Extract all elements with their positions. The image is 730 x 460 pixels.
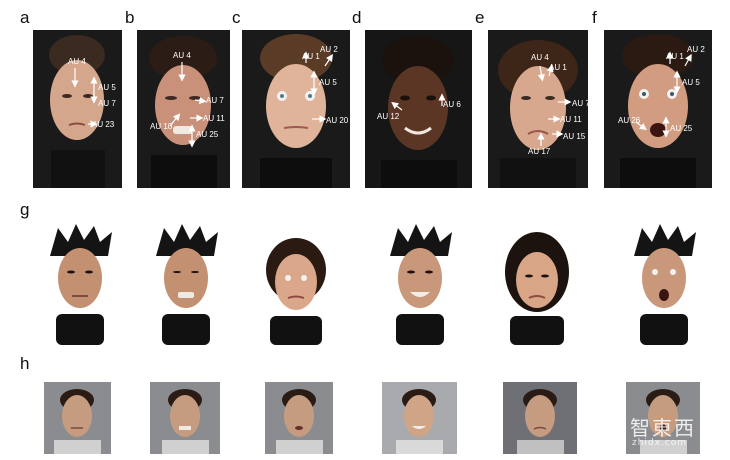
photo-d-face (365, 30, 472, 188)
au-label-c-20: AU 20 (326, 116, 349, 125)
au-label-d-6: AU 6 (443, 100, 461, 109)
panel-label-d: d (352, 8, 362, 27)
panel-label-b: b (125, 8, 135, 27)
au-label-a-4: AU 4 (68, 57, 86, 66)
au-label-b-4: AU 4 (173, 51, 191, 60)
au-label-f-2: AU 2 (687, 45, 705, 54)
au-label-d-12: AU 12 (377, 112, 400, 121)
photo-g-1-face (40, 222, 120, 345)
au-label-b-25: AU 25 (196, 130, 219, 139)
photo-g-5-face (496, 228, 578, 345)
photo-e-face (488, 30, 588, 188)
au-label-e-1: AU 1 (549, 63, 567, 72)
au-label-e-15: AU 15 (563, 132, 586, 141)
photo-g-2-face (146, 222, 226, 345)
photo-c-face (242, 30, 350, 188)
au-label-e-4: AU 4 (531, 53, 549, 62)
photo-h-3-face (265, 382, 333, 454)
watermark-sub-text: zhidx.com (632, 438, 688, 448)
photo-f-face (604, 30, 712, 188)
watermark-logo: 智東西 zhidx.com (628, 412, 724, 452)
au-label-f-25: AU 25 (670, 124, 693, 133)
au-label-e-17: AU 17 (528, 147, 551, 156)
watermark-main-text: 智東西 (630, 416, 696, 440)
panel-label-h: h (20, 354, 30, 373)
au-label-f-26: AU 26 (618, 116, 641, 125)
au-label-b-11: AU 11 (203, 114, 225, 123)
photo-a-face (33, 30, 122, 188)
au-label-b-10: AU 10 (150, 122, 173, 131)
au-label-f-1: AU 1 (666, 52, 684, 61)
photo-h-2-face (150, 382, 220, 454)
panel-label-a: a (20, 8, 30, 27)
au-label-a-23: AU 23 (92, 120, 115, 129)
photo-h-5-face (503, 382, 577, 454)
panel-label-g: g (20, 200, 30, 219)
au-label-e-7: AU 7 (572, 99, 590, 108)
photo-h-4-face (382, 382, 457, 454)
au-label-a-5: AU 5 (98, 83, 116, 92)
panel-label-c: c (232, 8, 241, 27)
au-label-c-2: AU 2 (320, 45, 338, 54)
photo-g-4-face (380, 222, 460, 345)
panel-label-e: e (475, 8, 485, 27)
photo-h-6-face (626, 382, 700, 454)
photo-b-face (137, 30, 230, 188)
au-label-e-11: AU 11 (560, 115, 582, 124)
au-label-a-7: AU 7 (98, 99, 116, 108)
au-label-f-5: AU 5 (682, 78, 700, 87)
au-label-b-7: AU 7 (206, 96, 224, 105)
photo-h-1-face (44, 382, 111, 454)
photo-g-6-face (624, 222, 704, 345)
au-label-c-1: AU 1 (302, 52, 320, 61)
photo-g-3-face (256, 232, 336, 345)
panel-label-f: f (592, 8, 597, 27)
au-label-c-5: AU 5 (319, 78, 337, 87)
